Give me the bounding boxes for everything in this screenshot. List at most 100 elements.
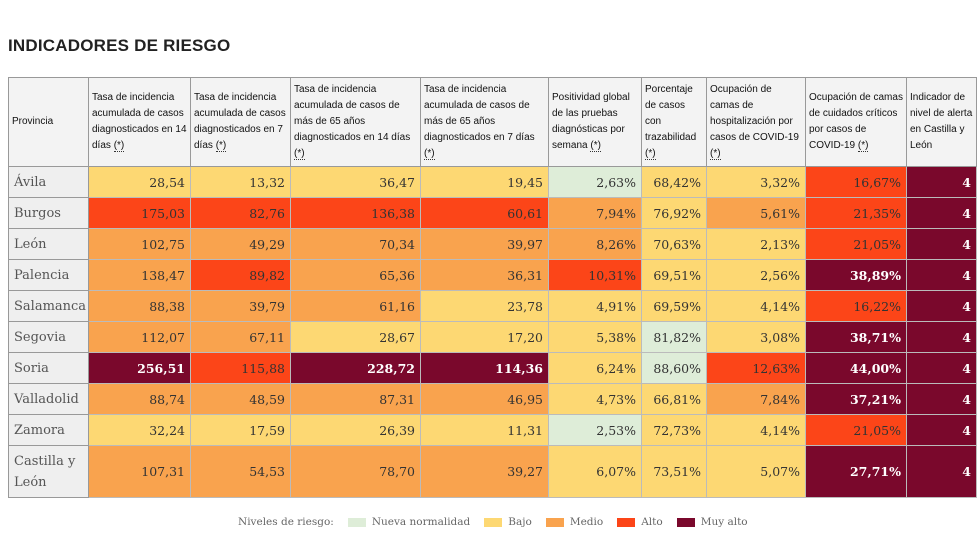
table-row: Castilla y León 107,31 54,53 78,70 39,27 6,07… bbox=[8, 445, 977, 498]
indicator-cell: 21,35% bbox=[805, 197, 907, 229]
footnote-marker[interactable]: (*) bbox=[590, 140, 601, 152]
column-header: Ocupación de camas de cuidados críticos … bbox=[805, 77, 907, 167]
header-text: Positividad global de las pruebas diagnó… bbox=[552, 92, 630, 151]
indicator-cell: 78,70 bbox=[290, 445, 421, 498]
indicator-cell: 4 bbox=[906, 383, 977, 415]
indicator-cell: 138,47 bbox=[88, 259, 191, 291]
indicator-cell: 16,67% bbox=[805, 166, 907, 198]
indicator-cell: 32,24 bbox=[88, 414, 191, 446]
indicator-cell: 21,05% bbox=[805, 414, 907, 446]
indicator-cell: 39,27 bbox=[420, 445, 549, 498]
indicator-cell: 2,53% bbox=[548, 414, 642, 446]
indicator-cell: 27,71% bbox=[805, 445, 907, 498]
indicator-cell: 39,97 bbox=[420, 228, 549, 260]
footnote-marker[interactable]: (*) bbox=[215, 140, 227, 152]
header-text: Tasa de incidencia acumulada de casos di… bbox=[194, 92, 286, 151]
indicator-cell: 36,31 bbox=[420, 259, 549, 291]
footnote-marker[interactable]: (*) bbox=[424, 148, 435, 160]
column-header: Tasa de incidencia acumulada de casos de… bbox=[420, 77, 549, 167]
indicator-cell: 88,74 bbox=[88, 383, 191, 415]
indicator-cell: 4 bbox=[906, 352, 977, 384]
header-text: Ocupación de camas de cuidados críticos … bbox=[809, 92, 903, 151]
indicator-cell: 4 bbox=[906, 197, 977, 229]
footnote-marker[interactable]: (*) bbox=[645, 148, 656, 160]
indicator-cell: 49,29 bbox=[190, 228, 291, 260]
indicator-cell: 4 bbox=[906, 321, 977, 353]
indicator-cell: 28,54 bbox=[88, 166, 191, 198]
indicator-cell: 4,73% bbox=[548, 383, 642, 415]
indicator-cell: 89,82 bbox=[190, 259, 291, 291]
indicator-cell: 3,08% bbox=[706, 321, 806, 353]
table-row: Palencia 138,47 89,82 65,36 36,31 10,31% 69,51… bbox=[8, 259, 977, 291]
page-title: INDICADORES DE RIESGO bbox=[8, 36, 231, 55]
footnote-marker[interactable]: (*) bbox=[113, 140, 125, 152]
table-row: Salamanca 88,38 39,79 61,16 23,78 4,91% 69,59%… bbox=[8, 290, 977, 322]
table-row: Ávila 28,54 13,32 36,47 19,45 2,63% 68,42% 3,32… bbox=[8, 166, 977, 198]
indicator-cell: 39,79 bbox=[190, 290, 291, 322]
province-name: Castilla y León bbox=[8, 445, 89, 498]
indicator-cell: 68,42% bbox=[641, 166, 707, 198]
province-name: Segovia bbox=[8, 321, 89, 353]
indicator-cell: 4,91% bbox=[548, 290, 642, 322]
province-name: León bbox=[8, 228, 89, 260]
indicator-cell: 44,00% bbox=[805, 352, 907, 384]
legend-item-label: Nueva normalidad bbox=[371, 516, 471, 528]
table-row: Burgos 175,03 82,76 136,38 60,61 7,94% 76,92% 5… bbox=[8, 197, 977, 229]
indicator-cell: 115,88 bbox=[190, 352, 291, 384]
legend: Niveles de riesgo: Nueva normalidad Bajo M… bbox=[238, 516, 748, 528]
indicator-cell: 73,51% bbox=[641, 445, 707, 498]
indicator-cell: 11,31 bbox=[420, 414, 549, 446]
legend-item-label: Medio bbox=[569, 516, 604, 528]
indicator-cell: 70,63% bbox=[641, 228, 707, 260]
column-header: Tasa de incidencia acumulada de casos de… bbox=[290, 77, 421, 167]
indicator-cell: 66,81% bbox=[641, 383, 707, 415]
legend-swatch bbox=[347, 517, 366, 527]
indicator-cell: 88,60% bbox=[641, 352, 707, 384]
indicator-cell: 81,82% bbox=[641, 321, 707, 353]
column-header: Tasa de incidencia acumulada de casos di… bbox=[190, 77, 291, 167]
indicator-cell: 37,21% bbox=[805, 383, 907, 415]
indicator-cell: 19,45 bbox=[420, 166, 549, 198]
header-text: Ocupación de camas de hospitalización po… bbox=[710, 84, 799, 143]
indicator-cell: 26,39 bbox=[290, 414, 421, 446]
indicator-cell: 65,36 bbox=[290, 259, 421, 291]
indicator-cell: 228,72 bbox=[290, 352, 421, 384]
indicator-cell: 4 bbox=[906, 228, 977, 260]
indicator-cell: 5,38% bbox=[548, 321, 642, 353]
indicator-cell: 46,95 bbox=[420, 383, 549, 415]
indicator-cell: 21,05% bbox=[805, 228, 907, 260]
indicator-cell: 48,59 bbox=[190, 383, 291, 415]
indicator-cell: 4,14% bbox=[706, 414, 806, 446]
indicator-cell: 82,76 bbox=[190, 197, 291, 229]
indicator-cell: 102,75 bbox=[88, 228, 191, 260]
indicator-cell: 2,56% bbox=[706, 259, 806, 291]
legend-swatch bbox=[484, 517, 503, 527]
indicator-cell: 7,84% bbox=[706, 383, 806, 415]
indicator-cell: 114,36 bbox=[420, 352, 549, 384]
legend-swatch bbox=[545, 517, 564, 527]
risk-indicators-table: Provincia Tasa de incidencia acumulada de… bbox=[8, 77, 977, 498]
indicator-cell: 2,13% bbox=[706, 228, 806, 260]
table-row: León 102,75 49,29 70,34 39,97 8,26% 70,63% 2,13… bbox=[8, 228, 977, 260]
indicator-cell: 23,78 bbox=[420, 290, 549, 322]
indicator-cell: 17,20 bbox=[420, 321, 549, 353]
indicator-cell: 256,51 bbox=[88, 352, 191, 384]
column-header: Tasa de incidencia acumulada de casos di… bbox=[88, 77, 191, 167]
indicator-cell: 3,32% bbox=[706, 166, 806, 198]
indicator-cell: 5,07% bbox=[706, 445, 806, 498]
indicator-cell: 36,47 bbox=[290, 166, 421, 198]
legend-item-label: Bajo bbox=[508, 516, 532, 528]
table-row: Soria 256,51 115,88 228,72 114,36 6,24% 88,60%… bbox=[8, 352, 977, 384]
indicator-cell: 136,38 bbox=[290, 197, 421, 229]
indicator-cell: 69,59% bbox=[641, 290, 707, 322]
indicator-cell: 4 bbox=[906, 445, 977, 498]
indicator-cell: 4 bbox=[906, 166, 977, 198]
province-name: Valladolid bbox=[8, 383, 89, 415]
indicator-cell: 38,71% bbox=[805, 321, 907, 353]
footnote-marker[interactable]: (*) bbox=[710, 148, 721, 160]
header-text: Porcentaje de casos con trazabilidad bbox=[645, 84, 697, 143]
footnote-marker[interactable]: (*) bbox=[857, 140, 869, 152]
indicator-cell: 5,61% bbox=[706, 197, 806, 229]
footnote-marker[interactable]: (*) bbox=[294, 148, 305, 160]
indicator-cell: 54,53 bbox=[190, 445, 291, 498]
